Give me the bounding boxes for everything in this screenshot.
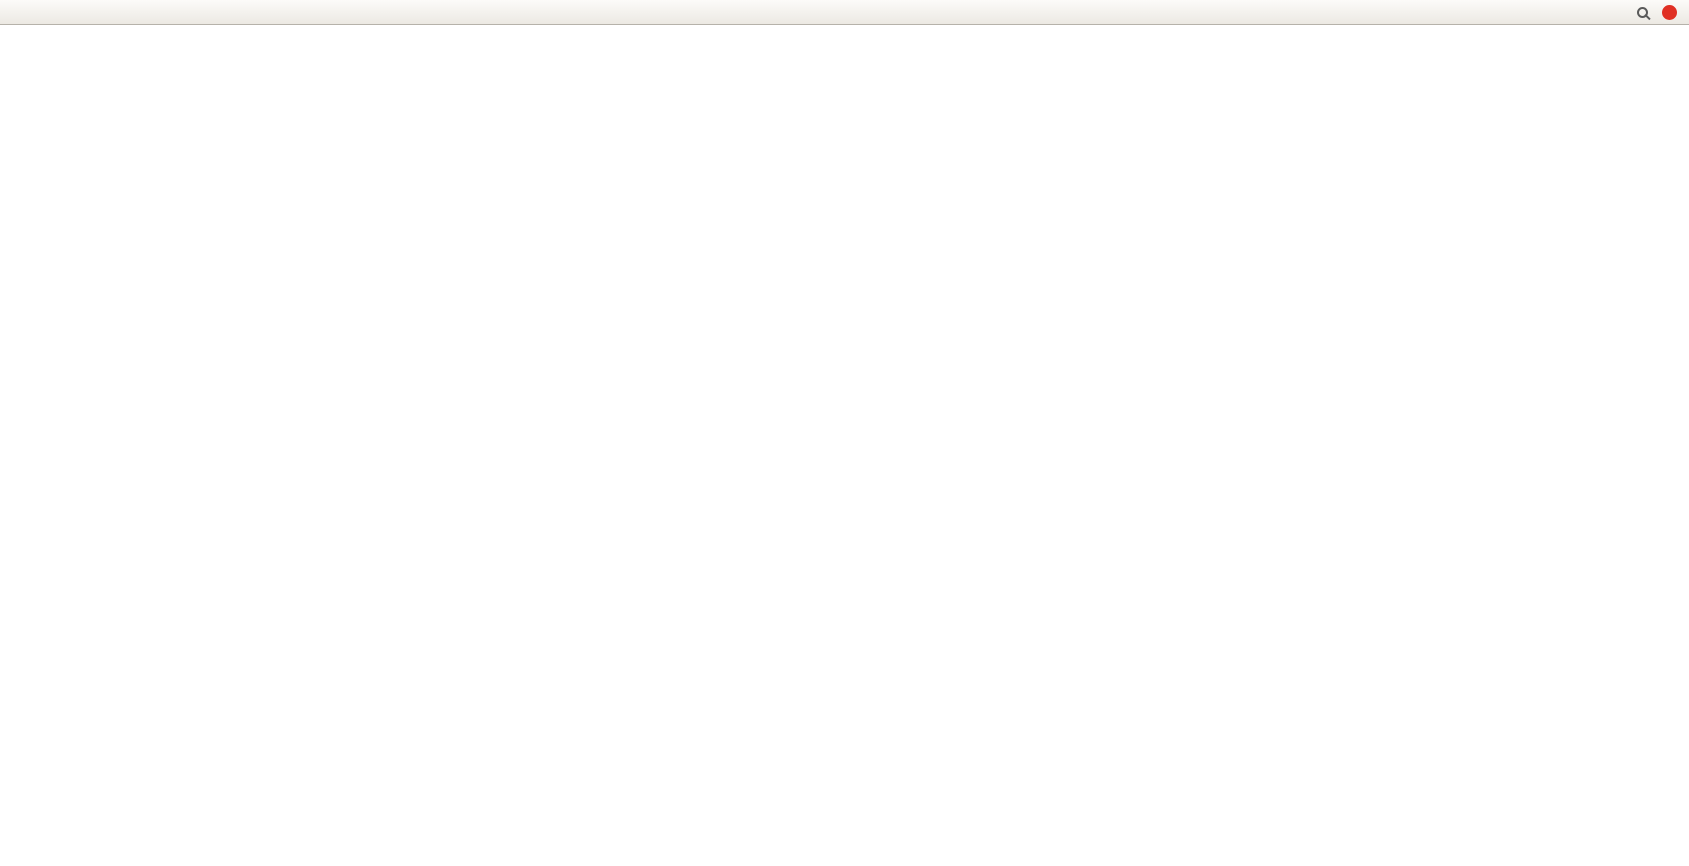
symbol-ohlc-label [6,29,35,40]
rsi-indicator-label [5,665,15,676]
notification-badge[interactable] [1662,4,1677,20]
search-icon [1637,6,1648,18]
toolbar-right [1633,2,1685,23]
macd-indicator-label [5,556,20,567]
main-toolbar [0,0,1689,25]
search-button[interactable] [1633,2,1652,23]
